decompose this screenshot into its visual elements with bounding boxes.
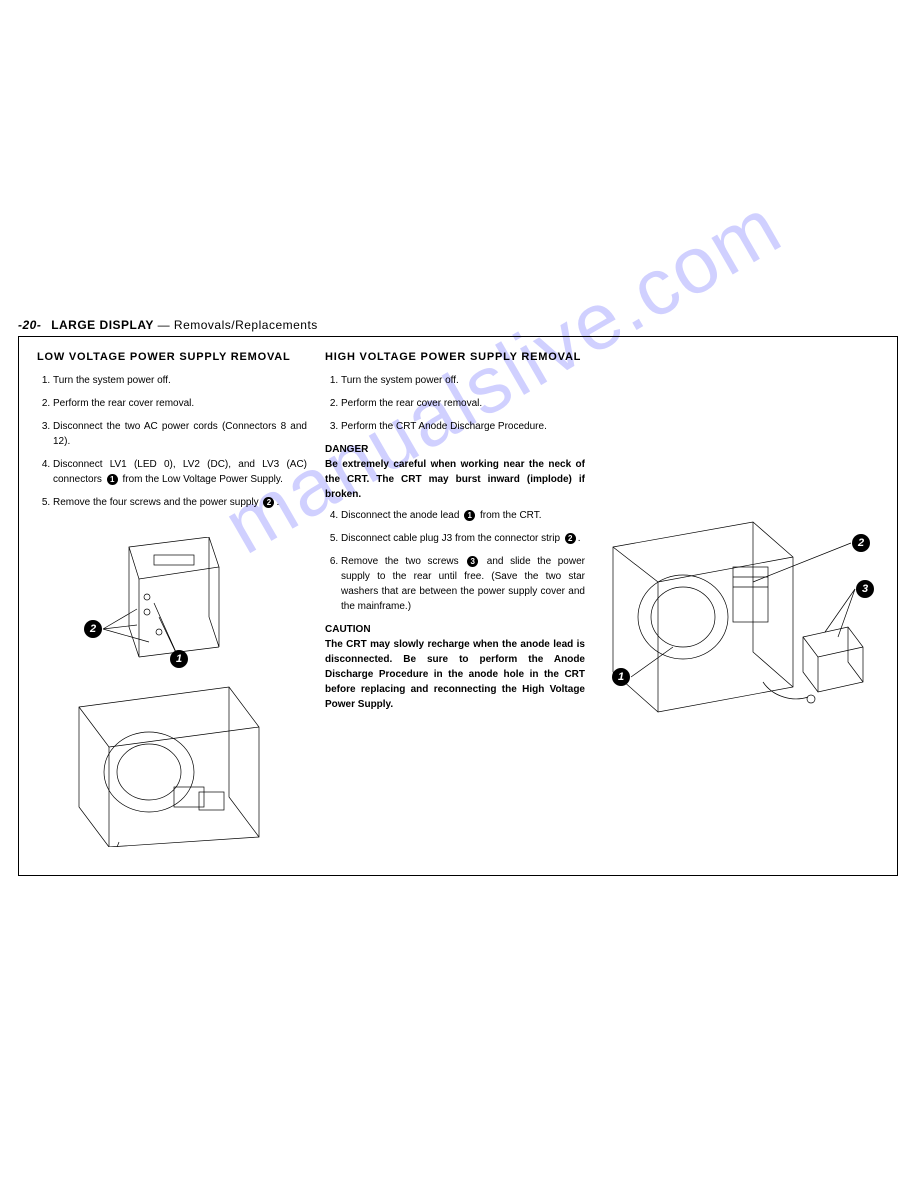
svg-text:3: 3 [862,583,868,595]
left-steps: Turn the system power off. Perform the r… [37,373,307,510]
step: Remove the two screws 3 and slide the po… [341,554,585,614]
mid-title: HIGH VOLTAGE POWER SUPPLY REMOVAL [325,351,585,363]
page-header: -20- LARGE DISPLAY — Removals/Replacemen… [18,318,318,332]
step: Disconnect LV1 (LED 0), LV2 (DC), and LV… [53,457,307,487]
content-frame: LOW VOLTAGE POWER SUPPLY REMOVAL Turn th… [18,336,898,876]
step: Perform the CRT Anode Discharge Procedur… [341,419,585,434]
callout-1: 1 [107,474,118,485]
page-number: -20- [18,318,41,332]
callout-3: 3 [467,556,478,567]
mid-steps-b: Disconnect the anode lead 1 from the CRT… [325,508,585,614]
mid-steps-a: Turn the system power off. Perform the r… [325,373,585,434]
svg-text:1: 1 [618,671,624,683]
danger-body: Be extremely careful when working near t… [325,457,585,502]
callout-2: 2 [565,533,576,544]
step: Remove the four screws and the power sup… [53,495,307,510]
danger-heading: DANGER [325,444,585,455]
step: Perform the rear cover removal. [53,396,307,411]
callout-2: 2 [263,497,274,508]
figure-callouts: 1 2 3 [612,534,874,686]
step: Disconnect cable plug J3 from the connec… [341,531,585,546]
manual-page: manualslive.com -20- LARGE DISPLAY — Rem… [0,0,918,1188]
svg-text:1: 1 [176,653,182,665]
caution-body: The CRT may slowly recharge when the ano… [325,637,585,712]
figure-low-voltage: 2 1 [59,537,319,847]
left-title: LOW VOLTAGE POWER SUPPLY REMOVAL [37,351,307,363]
caution-heading: CAUTION [325,624,585,635]
mid-column: HIGH VOLTAGE POWER SUPPLY REMOVAL Turn t… [325,351,585,861]
step: Turn the system power off. [341,373,585,388]
svg-text:2: 2 [857,537,864,549]
callout-1: 1 [464,510,475,521]
step: Perform the rear cover removal. [341,396,585,411]
header-sub: Removals/Replacements [174,318,318,332]
header-sep: — [158,318,174,332]
figure-high-voltage: 1 2 3 [603,487,883,747]
svg-text:2: 2 [89,623,96,635]
header-title: LARGE DISPLAY [51,318,154,332]
step: Disconnect the two AC power cords (Conne… [53,419,307,449]
step: Disconnect the anode lead 1 from the CRT… [341,508,585,523]
step: Turn the system power off. [53,373,307,388]
